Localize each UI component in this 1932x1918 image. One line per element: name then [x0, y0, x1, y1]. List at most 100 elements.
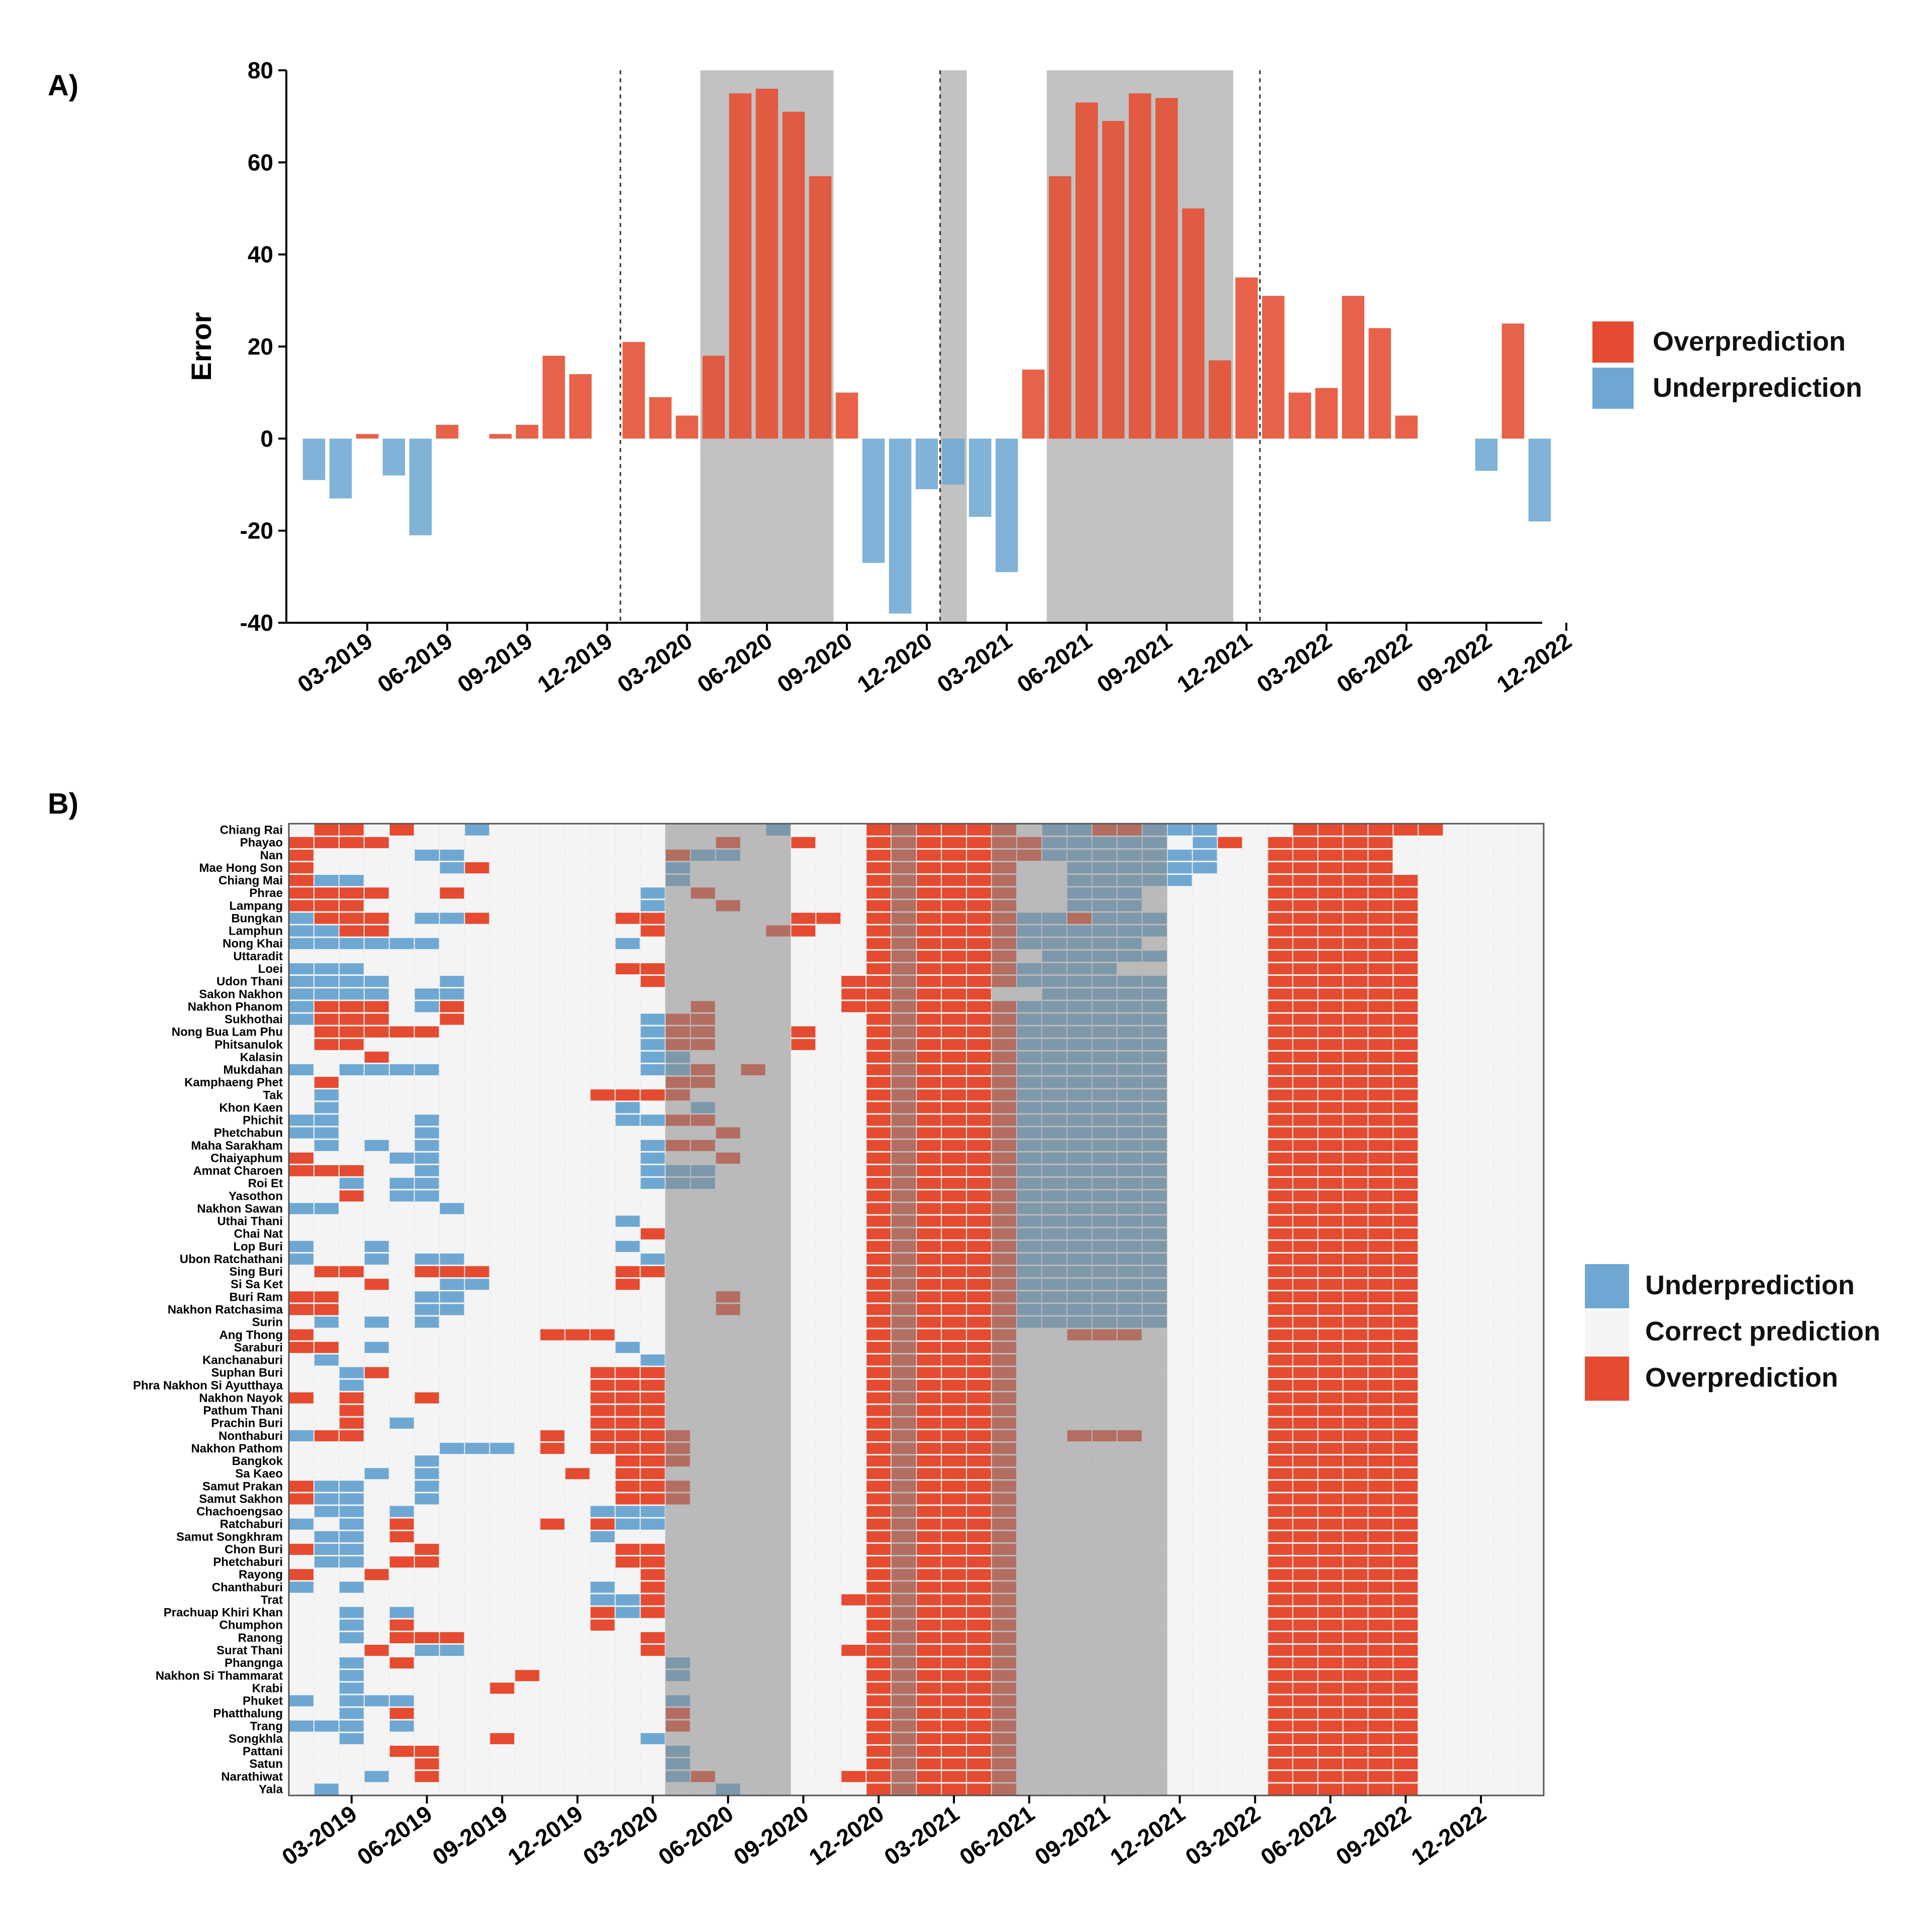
province-label: Uttaradit	[233, 950, 283, 963]
heatmap-cell	[515, 1670, 540, 1681]
heatmap-cell	[1318, 1178, 1343, 1189]
legend-a: Overprediction Underprediction	[1592, 321, 1862, 409]
heatmap-cell	[917, 1240, 941, 1252]
heatmap-cell	[590, 1506, 615, 1517]
heatmap-cell	[1343, 1442, 1368, 1454]
heatmap-cell	[1268, 1279, 1293, 1290]
heatmap-cell	[967, 1518, 991, 1530]
heatmap-cell	[941, 1102, 966, 1113]
heatmap-cell	[1318, 1392, 1343, 1404]
heatmap-cell	[1318, 1405, 1343, 1416]
heatmap-cell	[917, 862, 941, 874]
province-label: Nakhon Sawan	[197, 1202, 283, 1215]
heatmap-cell	[967, 1632, 991, 1643]
x-tick-label: 03-2019	[293, 628, 377, 698]
heatmap-cell	[440, 1203, 464, 1214]
heatmap-cell	[1318, 862, 1343, 874]
heatmap-cell	[1343, 1380, 1368, 1391]
heatmap-cell	[967, 1543, 991, 1555]
heatmap-cell	[339, 1430, 364, 1441]
heatmap-cell	[967, 988, 991, 1000]
heatmap-cell	[615, 1341, 640, 1353]
bar-3	[382, 438, 405, 476]
province-label: Surat Thani	[217, 1644, 283, 1657]
heatmap-cell	[414, 1493, 439, 1505]
province-label: Phra Nakhon Si Ayutthaya	[133, 1379, 283, 1392]
heatmap-cell	[364, 976, 389, 987]
heatmap-cell	[1268, 1316, 1293, 1328]
heatmap-cell	[389, 1632, 414, 1643]
heatmap-cell	[1268, 1341, 1293, 1353]
province-label: Phetchabun	[214, 1126, 283, 1140]
x-tick-label-b: 12-2019	[503, 1800, 587, 1870]
heatmap-cell	[440, 862, 464, 874]
heatmap-cell	[967, 925, 991, 937]
bar-8	[516, 424, 539, 439]
heatmap-cell	[1293, 1064, 1318, 1076]
heatmap-cell	[640, 1518, 665, 1530]
heatmap-cell	[339, 1518, 364, 1530]
heatmap-cell	[867, 1089, 891, 1101]
heatmap-cell	[1268, 1253, 1293, 1265]
province-label: Samut Prakan	[202, 1480, 283, 1493]
x-tick-label: 06-2022	[1332, 628, 1416, 698]
heatmap-cell	[967, 1745, 991, 1757]
heatmap-cell	[1293, 1304, 1318, 1315]
heatmap-cell	[1293, 1013, 1318, 1025]
heatmap-cell	[339, 1013, 364, 1025]
heatmap-cell	[640, 1430, 665, 1441]
heatmap-cell	[1318, 1632, 1343, 1643]
heatmap-cell	[1293, 1316, 1318, 1328]
heatmap-cell	[867, 913, 891, 924]
heatmap-cell	[1318, 963, 1343, 975]
province-label: Maha Sarakham	[191, 1139, 283, 1153]
heatmap-cell	[967, 837, 991, 848]
bar-12	[622, 342, 645, 439]
heatmap-cell	[867, 938, 891, 949]
heatmap-cell	[339, 1670, 364, 1681]
heatmap-cell	[917, 1013, 941, 1025]
heatmap-cell	[364, 1468, 389, 1480]
heatmap-cell	[867, 1051, 891, 1063]
heatmap-cell	[941, 1783, 966, 1795]
heatmap-cell	[1293, 1481, 1318, 1492]
heatmap-cell	[841, 976, 866, 987]
chart-a: -40 -20 0 20 40 60 80 Error 03-201906-201909-201…	[185, 57, 1576, 698]
heatmap-cell	[941, 1733, 966, 1744]
heatmap-cell	[540, 1442, 565, 1454]
bar-18	[782, 111, 805, 439]
province-label: Chumphon	[219, 1619, 283, 1632]
heatmap-cell	[1368, 1039, 1393, 1050]
heatmap-cell	[1293, 1354, 1318, 1366]
heatmap-cell	[364, 1569, 389, 1581]
heatmap-cell	[1268, 1367, 1293, 1379]
heatmap-cell	[1293, 862, 1318, 874]
heatmap-cell	[1393, 938, 1418, 949]
heatmap-cell	[414, 1266, 439, 1278]
heatmap-cell	[440, 1644, 464, 1656]
heatmap-cell	[1167, 824, 1192, 836]
heatmap-cell	[967, 1405, 991, 1416]
heatmap-cell	[590, 1089, 615, 1101]
bar-40	[1368, 328, 1391, 439]
heatmap-cell	[414, 938, 439, 949]
heatmap-cell	[941, 887, 966, 899]
heatmap-cell	[941, 837, 966, 848]
heatmap-cell	[1368, 1341, 1393, 1353]
heatmap-cell	[1368, 1657, 1393, 1669]
heatmap-cell	[1368, 1190, 1393, 1202]
province-label: Lampang	[229, 899, 283, 913]
heatmap-cell	[967, 887, 991, 899]
heatmap-cell	[615, 1518, 640, 1530]
heatmap-cell	[1268, 1215, 1293, 1227]
province-label: Sakon Nakhon	[199, 987, 283, 1001]
heatmap-cell	[867, 963, 891, 975]
heatmap-cell	[465, 1266, 489, 1278]
heatmap-cell	[1368, 1102, 1393, 1113]
bar-28	[1048, 176, 1071, 439]
heatmap-cell	[941, 1077, 966, 1088]
heatmap-cell	[1293, 1127, 1318, 1139]
heatmap-cell	[1318, 1733, 1343, 1744]
heatmap-cell	[1268, 1291, 1293, 1303]
heatmap-cell	[941, 1215, 966, 1227]
